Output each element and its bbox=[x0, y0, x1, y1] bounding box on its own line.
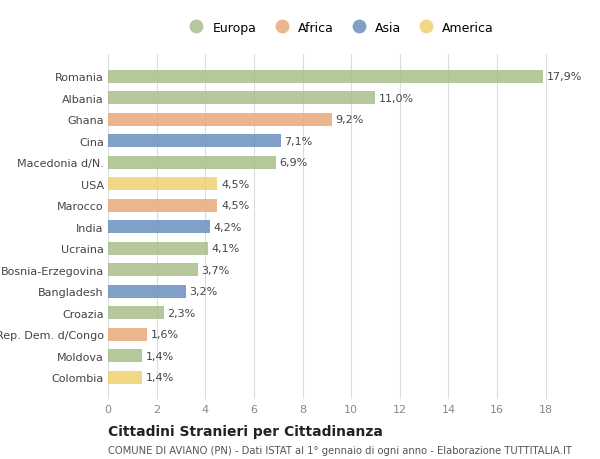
Text: 1,4%: 1,4% bbox=[146, 372, 174, 382]
Bar bbox=[108, 221, 210, 234]
Text: 6,9%: 6,9% bbox=[280, 158, 308, 168]
Bar bbox=[108, 178, 217, 191]
Text: 11,0%: 11,0% bbox=[379, 94, 414, 104]
Bar bbox=[108, 328, 147, 341]
Text: 9,2%: 9,2% bbox=[335, 115, 364, 125]
Legend: Europa, Africa, Asia, America: Europa, Africa, Asia, America bbox=[179, 17, 499, 39]
Bar bbox=[108, 285, 186, 298]
Text: 7,1%: 7,1% bbox=[284, 136, 313, 146]
Text: COMUNE DI AVIANO (PN) - Dati ISTAT al 1° gennaio di ogni anno - Elaborazione TUT: COMUNE DI AVIANO (PN) - Dati ISTAT al 1°… bbox=[108, 445, 572, 455]
Text: 1,6%: 1,6% bbox=[151, 330, 179, 339]
Text: 4,1%: 4,1% bbox=[211, 244, 239, 254]
Text: 4,2%: 4,2% bbox=[214, 222, 242, 232]
Text: 3,2%: 3,2% bbox=[190, 286, 218, 297]
Bar bbox=[108, 371, 142, 384]
Bar bbox=[108, 242, 208, 255]
Text: 2,3%: 2,3% bbox=[167, 308, 196, 318]
Text: 17,9%: 17,9% bbox=[547, 72, 582, 82]
Bar bbox=[108, 157, 276, 169]
Text: 4,5%: 4,5% bbox=[221, 179, 250, 189]
Bar bbox=[108, 307, 164, 319]
Text: 3,7%: 3,7% bbox=[202, 265, 230, 275]
Bar bbox=[108, 92, 376, 105]
Bar bbox=[108, 263, 198, 276]
Text: Cittadini Stranieri per Cittadinanza: Cittadini Stranieri per Cittadinanza bbox=[108, 425, 383, 438]
Bar bbox=[108, 135, 281, 148]
Bar bbox=[108, 349, 142, 362]
Bar bbox=[108, 71, 543, 84]
Text: 1,4%: 1,4% bbox=[146, 351, 174, 361]
Bar bbox=[108, 113, 332, 127]
Bar bbox=[108, 199, 217, 212]
Text: 4,5%: 4,5% bbox=[221, 201, 250, 211]
